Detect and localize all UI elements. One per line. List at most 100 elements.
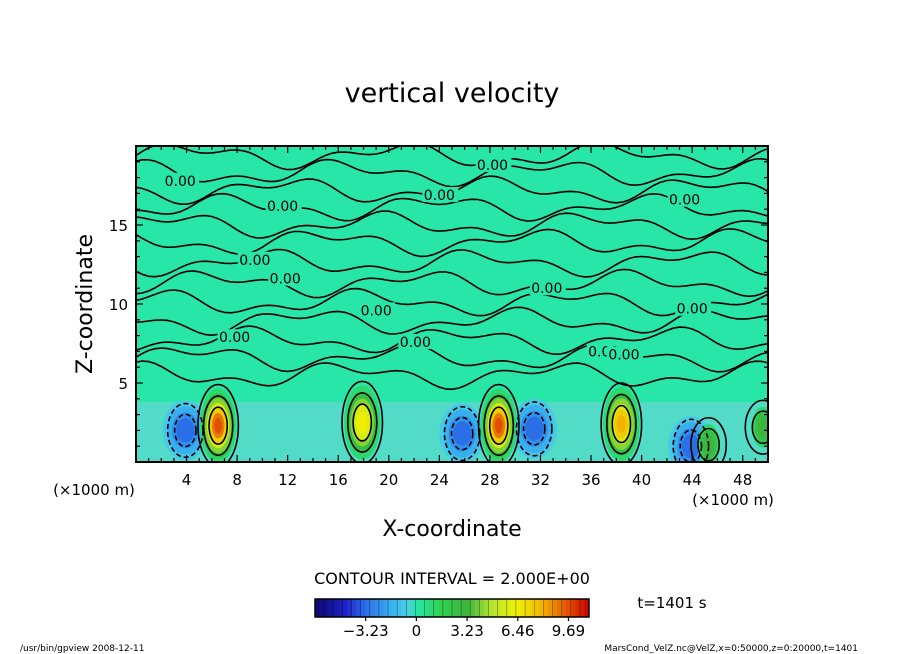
- core-contour-8-1: [443, 405, 481, 462]
- colorbar-cell-9: [351, 599, 357, 617]
- x-tick-label-28: 28: [480, 471, 499, 489]
- downdraft-core-3: [511, 398, 557, 459]
- core-contour-4-2: [606, 393, 637, 455]
- contour-label-bg-9: [529, 280, 566, 296]
- colorbar-cell-42: [502, 599, 508, 617]
- colorbar-cell-24: [420, 599, 426, 617]
- colorbar-cell-33: [461, 599, 467, 617]
- colorbar-cell-3: [324, 599, 330, 617]
- y-tick-label-10: 10: [109, 296, 128, 314]
- core-contour-4-3: [611, 404, 632, 444]
- contour-label-bg-11: [217, 329, 254, 345]
- contour-label-bg-4: [422, 186, 459, 202]
- y-axis: 5 10 15: [109, 161, 768, 447]
- contour-label-12: 0.00: [400, 335, 431, 351]
- colorbar-cell-46: [520, 599, 526, 617]
- core-contour-5-2: [697, 427, 721, 462]
- colorbar-cell-34: [465, 599, 471, 617]
- colorbar-cell-28: [438, 599, 444, 617]
- colorbar-tick-label-3: 3.23: [450, 622, 483, 640]
- y-axis-title: Z-coordinate: [73, 234, 98, 374]
- core-contour-10-2: [679, 429, 703, 462]
- colorbar-cell-60: [584, 599, 590, 617]
- colorbar-frame: [314, 598, 590, 618]
- colorbar-cell-15: [378, 599, 384, 617]
- core-contour-3-2: [483, 395, 515, 457]
- x-unit-label-left: (×1000 m): [53, 481, 135, 499]
- colorbar-cell-12: [365, 599, 371, 617]
- contour-label-bg-8: [359, 302, 396, 318]
- contour-label-bg-12: [398, 333, 435, 349]
- colorbar-cell-51: [543, 599, 549, 617]
- contour-label-1: 0.00: [165, 174, 196, 190]
- contour-line-9: [136, 287, 768, 317]
- downdraft-core-1: [162, 400, 209, 461]
- x-tick-label-8: 8: [232, 471, 242, 489]
- colorbar-cell-44: [511, 599, 517, 617]
- x-tick-label-36: 36: [581, 471, 600, 489]
- core-contour-6-2: [751, 410, 768, 445]
- colorbar-ticks: −3.23 0 3.23 6.46 9.69: [343, 617, 585, 640]
- core-contour-5-1: [690, 416, 728, 462]
- contour-label-bg-2: [265, 198, 302, 214]
- colorbar-cell-27: [433, 599, 439, 617]
- core-contour-7-2: [173, 413, 197, 448]
- downdraft-core-2: [439, 403, 485, 462]
- contour-line-8: [136, 268, 768, 299]
- colorbar-tick-label-5: 9.69: [552, 622, 585, 640]
- colorbar-cell-1: [315, 599, 321, 617]
- colorbar-cell-47: [525, 599, 531, 617]
- updraft-core-3: [480, 388, 518, 462]
- colorbar-tick-label-1: −3.23: [343, 622, 389, 640]
- x-unit-label-right: (×1000 m): [692, 491, 774, 509]
- colorbar-cell-36: [474, 599, 480, 617]
- x-tick-label-48: 48: [733, 471, 752, 489]
- x-tick-label-40: 40: [632, 471, 651, 489]
- colorbar-cell-37: [479, 599, 485, 617]
- contour-label-bg-14: [606, 346, 643, 362]
- core-contour-4-1: [600, 382, 643, 462]
- x-axis-title: X-coordinate: [382, 517, 521, 542]
- contour-line-1: [136, 146, 768, 171]
- core-contour-1-1: [197, 383, 240, 462]
- core-contour-9-2: [522, 411, 546, 446]
- plot-area: 0.000.000.000.00 0.000.000.000.000.000.00…: [135, 145, 769, 463]
- core-contour-8-2: [450, 416, 474, 451]
- colorbar-cell-14: [374, 599, 380, 617]
- core-contour-2-2: [346, 392, 378, 453]
- colorbar-cell-2: [319, 599, 325, 617]
- colorbar-cell-55: [561, 599, 567, 617]
- contour-labels: 0.000.000.000.00 0.000.000.000.000.000.00…: [163, 156, 712, 364]
- colorbar-cell-50: [538, 599, 544, 617]
- contour-label-bg-7: [268, 270, 305, 286]
- colorbar-cell-22: [410, 599, 416, 617]
- colorbar-cell-57: [570, 599, 576, 617]
- contour-label-bg-3: [475, 156, 512, 172]
- colorbar-cell-6: [337, 599, 343, 617]
- contour-label-6: 0.00: [239, 253, 270, 269]
- colorbar-cell-32: [456, 599, 462, 617]
- x-tick-label-12: 12: [278, 471, 297, 489]
- contour-label-3: 0.00: [477, 158, 508, 174]
- contour-label-bg-5: [667, 191, 704, 207]
- colorbar-cell-20: [401, 599, 407, 617]
- colorbar-cell-54: [557, 599, 563, 617]
- contour-label-5: 0.00: [669, 193, 700, 209]
- contour-label-7: 0.00: [270, 272, 301, 288]
- y-tick-label-15: 15: [109, 217, 128, 235]
- contour-line-10: [136, 306, 768, 337]
- colorbar-cell-41: [497, 599, 503, 617]
- colorbar-cell-8: [346, 599, 353, 617]
- x-axis: 4 8 12 16 20 24 28 32 36 40 44 48: [148, 146, 756, 489]
- colorbar-cell-26: [429, 599, 435, 617]
- colorbar-cell-16: [383, 599, 389, 617]
- colorbar-cell-18: [392, 599, 398, 617]
- updraft-core-6: [751, 406, 768, 448]
- chart-title: vertical velocity: [345, 78, 560, 109]
- contour-label-bg-10: [675, 300, 712, 316]
- colorbar-cell-43: [506, 599, 512, 617]
- colorbar-tick-label-4: 6.46: [501, 622, 534, 640]
- colorbar-cells: [314, 599, 590, 617]
- colorbar-cell-5: [333, 599, 339, 617]
- core-contour-2-3: [352, 403, 373, 442]
